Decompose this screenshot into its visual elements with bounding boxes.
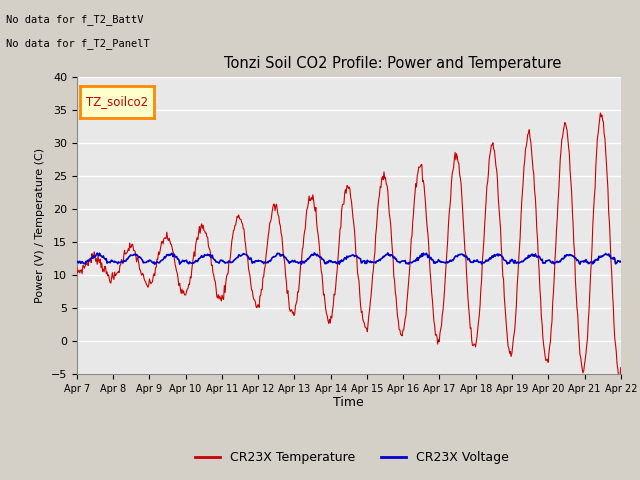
Text: TZ_soilco2: TZ_soilco2	[86, 96, 148, 108]
Text: No data for f_T2_PanelT: No data for f_T2_PanelT	[6, 38, 150, 49]
Text: No data for f_T2_BattV: No data for f_T2_BattV	[6, 14, 144, 25]
Legend: CR23X Temperature, CR23X Voltage: CR23X Temperature, CR23X Voltage	[191, 446, 513, 469]
Title: Tonzi Soil CO2 Profile: Power and Temperature: Tonzi Soil CO2 Profile: Power and Temper…	[223, 57, 561, 72]
Y-axis label: Power (V) / Temperature (C): Power (V) / Temperature (C)	[35, 148, 45, 303]
X-axis label: Time: Time	[333, 396, 364, 408]
